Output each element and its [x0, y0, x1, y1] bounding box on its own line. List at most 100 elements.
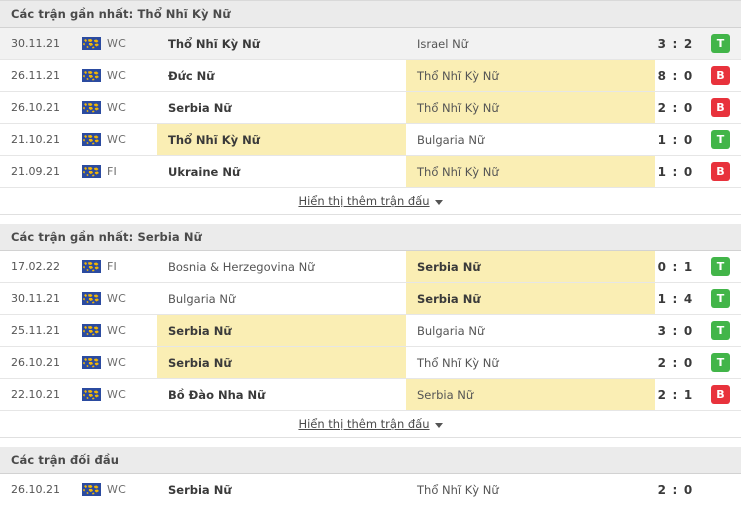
match-date: 26.10.21	[11, 483, 60, 496]
match-score: 1 : 0	[657, 132, 694, 147]
home-team[interactable]: Serbia Nữ	[168, 100, 232, 115]
world-flag-icon	[75, 379, 107, 410]
home-team[interactable]: Ukraine Nữ	[168, 164, 241, 179]
table-row[interactable]: 21.10.21 WC Thổ Nhĩ Kỳ Nữ Bulgaria Nữ 1 : 0 T	[0, 124, 741, 156]
section-header-head-to-head: Các trận đối đầu	[0, 447, 741, 474]
match-score: 0 : 1	[657, 259, 694, 274]
match-score: 3 : 2	[657, 36, 694, 51]
match-date: 30.11.21	[11, 292, 60, 305]
show-more-link[interactable]: Hiển thị thêm trận đấu	[298, 417, 443, 431]
section-title: Các trận gần nhất: Serbia Nữ	[11, 230, 202, 244]
home-team[interactable]: Thổ Nhĩ Kỳ Nữ	[157, 124, 406, 155]
away-team[interactable]: Thổ Nhĩ Kỳ Nữ	[406, 156, 655, 187]
result-badge-cell: B	[700, 379, 741, 410]
away-team[interactable]: Thổ Nhĩ Kỳ Nữ	[417, 355, 499, 370]
status-badge: T	[711, 257, 730, 276]
match-date: 17.02.22	[11, 260, 60, 273]
world-flag-icon	[75, 156, 107, 187]
status-badge: B	[711, 162, 730, 181]
result-badge-cell: T	[700, 251, 741, 282]
competition-code: WC	[107, 483, 126, 496]
section-header-recent-serbia: Các trận gần nhất: Serbia Nữ	[0, 224, 741, 251]
section-recent-turkey: Các trận gần nhất: Thổ Nhĩ Kỳ Nữ 30.11.21…	[0, 1, 741, 215]
table-row[interactable]: 25.11.21 WC Serbia Nữ Bulgaria Nữ 3 : 0 T	[0, 315, 741, 347]
chevron-down-icon	[434, 199, 443, 205]
match-date: 26.10.21	[11, 101, 60, 114]
world-flag-icon	[75, 315, 107, 346]
world-flag-icon	[75, 60, 107, 91]
table-row[interactable]: 22.10.21 WC Bồ Đào Nha Nữ Serbia Nữ 2 : 1 B	[0, 379, 741, 411]
match-date: 25.11.21	[11, 324, 60, 337]
result-badge-cell: T	[700, 347, 741, 378]
table-row[interactable]: 30.11.21 WC Thổ Nhĩ Kỳ Nữ Israel Nữ 3 : 2 T	[0, 28, 741, 60]
home-team[interactable]: Serbia Nữ	[157, 347, 406, 378]
competition-code: WC	[107, 324, 126, 337]
competition-code: FI	[107, 260, 117, 273]
match-date: 26.11.21	[11, 69, 60, 82]
status-badge: T	[711, 130, 730, 149]
competition-code: WC	[107, 292, 126, 305]
away-team[interactable]: Thổ Nhĩ Kỳ Nữ	[406, 60, 655, 91]
section-title: Các trận gần nhất: Thổ Nhĩ Kỳ Nữ	[11, 7, 231, 21]
table-row[interactable]: 21.09.21 FI Ukraine Nữ Thổ Nhĩ Kỳ Nữ 1 : 0 B	[0, 156, 741, 188]
away-team[interactable]: Serbia Nữ	[406, 283, 655, 314]
world-flag-icon	[75, 283, 107, 314]
result-badge-cell: B	[700, 156, 741, 187]
result-badge-cell: B	[700, 92, 741, 123]
result-badge-cell: T	[700, 124, 741, 155]
result-badge-cell: T	[700, 315, 741, 346]
away-team[interactable]: Israel Nữ	[417, 36, 468, 51]
section-divider	[0, 215, 741, 224]
table-row[interactable]: 26.11.21 WC Đức Nữ Thổ Nhĩ Kỳ Nữ 8 : 0 B	[0, 60, 741, 92]
match-score: 2 : 1	[657, 387, 694, 402]
competition-code: FI	[107, 165, 117, 178]
match-score: 2 : 0	[657, 482, 694, 497]
home-team[interactable]: Đức Nữ	[168, 68, 215, 83]
table-row[interactable]: 26.10.21 WC Serbia Nữ Thổ Nhĩ Kỳ Nữ 2 : 0	[0, 474, 741, 505]
status-badge: T	[711, 34, 730, 53]
away-team[interactable]: Thổ Nhĩ Kỳ Nữ	[417, 482, 499, 497]
world-flag-icon	[75, 347, 107, 378]
home-team[interactable]: Bulgaria Nữ	[168, 291, 236, 306]
status-badge: T	[711, 289, 730, 308]
away-team[interactable]: Thổ Nhĩ Kỳ Nữ	[406, 92, 655, 123]
away-team[interactable]: Bulgaria Nữ	[417, 323, 485, 338]
home-team[interactable]: Bosnia & Herzegovina Nữ	[168, 259, 315, 274]
show-more-label: Hiển thị thêm trận đấu	[298, 194, 430, 208]
away-team[interactable]: Serbia Nữ	[406, 251, 655, 282]
show-more-link[interactable]: Hiển thị thêm trận đấu	[298, 194, 443, 208]
world-flag-icon	[75, 124, 107, 155]
home-team[interactable]: Thổ Nhĩ Kỳ Nữ	[168, 36, 260, 51]
show-more-row[interactable]: Hiển thị thêm trận đấu	[0, 411, 741, 438]
match-date: 21.10.21	[11, 133, 60, 146]
table-row[interactable]: 26.10.21 WC Serbia Nữ Thổ Nhĩ Kỳ Nữ 2 : 0 T	[0, 347, 741, 379]
result-badge-cell: T	[700, 283, 741, 314]
competition-code: WC	[107, 133, 126, 146]
home-team[interactable]: Bồ Đào Nha Nữ	[168, 387, 266, 402]
section-recent-serbia: Các trận gần nhất: Serbia Nữ 17.02.22 FI Bo…	[0, 224, 741, 438]
status-badge: B	[711, 98, 730, 117]
section-divider	[0, 438, 741, 447]
show-more-row[interactable]: Hiển thị thêm trận đấu	[0, 188, 741, 215]
status-badge-empty	[711, 480, 730, 499]
away-team[interactable]: Serbia Nữ	[406, 379, 655, 410]
status-badge: T	[711, 353, 730, 372]
world-flag-icon	[75, 251, 107, 282]
section-header-recent-turkey: Các trận gần nhất: Thổ Nhĩ Kỳ Nữ	[0, 1, 741, 28]
status-badge: B	[711, 385, 730, 404]
result-badge-cell: B	[700, 60, 741, 91]
status-badge: T	[711, 321, 730, 340]
competition-code: WC	[107, 388, 126, 401]
away-team[interactable]: Bulgaria Nữ	[417, 132, 485, 147]
table-row[interactable]: 26.10.21 WC Serbia Nữ Thổ Nhĩ Kỳ Nữ 2 : 0 B	[0, 92, 741, 124]
match-score: 8 : 0	[657, 68, 694, 83]
world-flag-icon	[75, 474, 107, 505]
match-score: 2 : 0	[657, 355, 694, 370]
home-team[interactable]: Serbia Nữ	[157, 315, 406, 346]
table-row[interactable]: 17.02.22 FI Bosnia & Herzegovina Nữ Serbia …	[0, 251, 741, 283]
competition-code: WC	[107, 356, 126, 369]
match-score: 1 : 0	[657, 164, 694, 179]
world-flag-icon	[75, 28, 107, 59]
table-row[interactable]: 30.11.21 WC Bulgaria Nữ Serbia Nữ 1 : 4 T	[0, 283, 741, 315]
home-team[interactable]: Serbia Nữ	[168, 482, 232, 497]
